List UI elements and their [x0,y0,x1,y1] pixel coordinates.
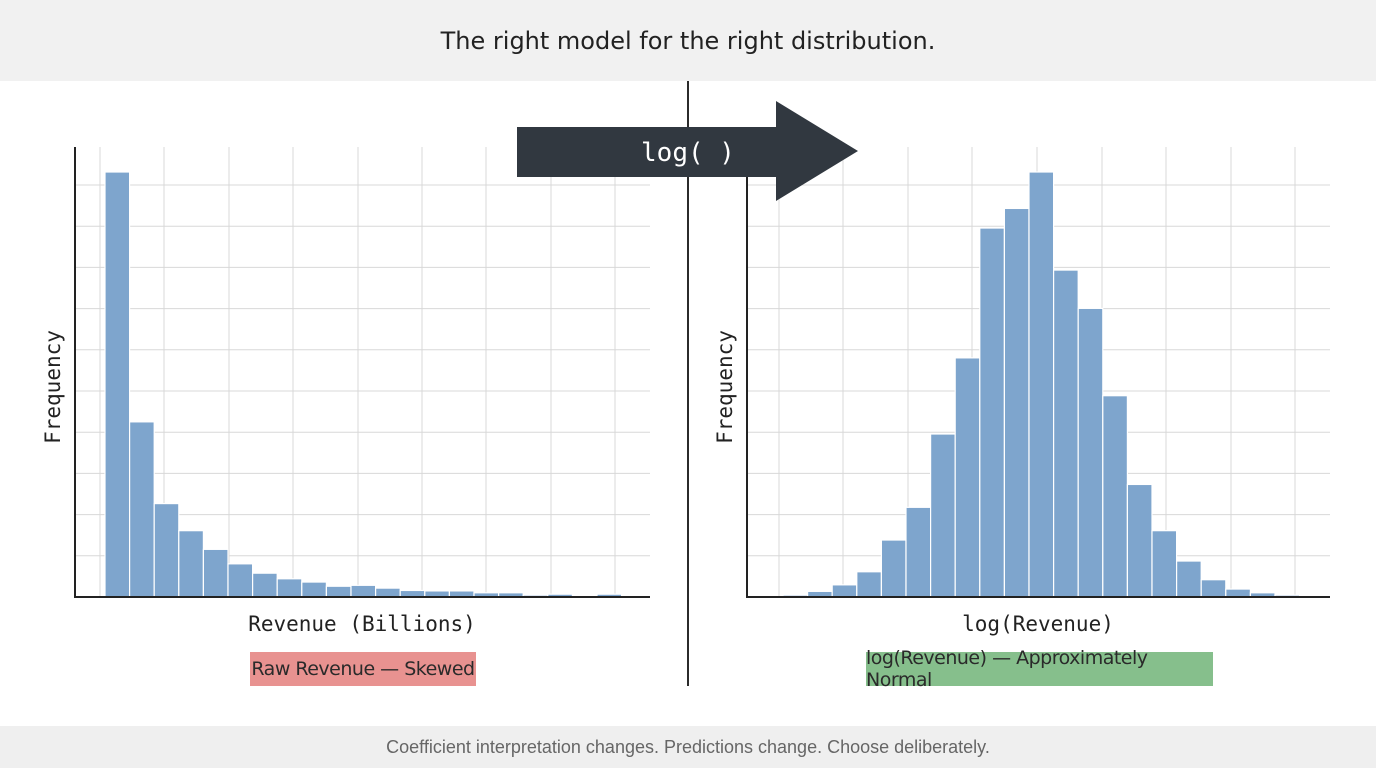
caption-raw-badge: Raw Revenue — Skewed [250,652,476,686]
panel-divider [687,81,689,686]
arrow-right-icon [517,101,858,201]
chart-raw-revenue: Frequency Revenue (Billions) [41,147,650,636]
histogram-bar [1176,560,1202,598]
arrow-label: log( ) [641,138,735,168]
y-axis-label: Frequency [41,330,65,444]
footer-note: Coefficient interpretation changes. Pred… [386,736,990,757]
y-axis-label: Frequency [713,330,737,444]
page-title: The right model for the right distributi… [440,26,936,55]
histogram-bar [930,433,956,598]
histogram-bar [1077,307,1104,598]
histogram-bar [905,506,932,598]
caption-log-badge: log(Revenue) — Approximately Normal [866,647,1213,691]
footer-bar: Coefficient interpretation changes. Pred… [0,726,1376,768]
x-axis-label: Revenue (Billions) [248,612,476,636]
chart-log-revenue: Frequency log(Revenue) [713,147,1330,636]
histogram-bar [1053,269,1079,598]
histogram-bar [227,563,254,598]
histogram-bar [178,530,205,598]
header-bar: The right model for the right distributi… [0,0,1376,81]
histogram-bar [104,171,131,598]
histogram-bar [1126,483,1153,598]
x-axis-label: log(Revenue) [962,612,1114,636]
